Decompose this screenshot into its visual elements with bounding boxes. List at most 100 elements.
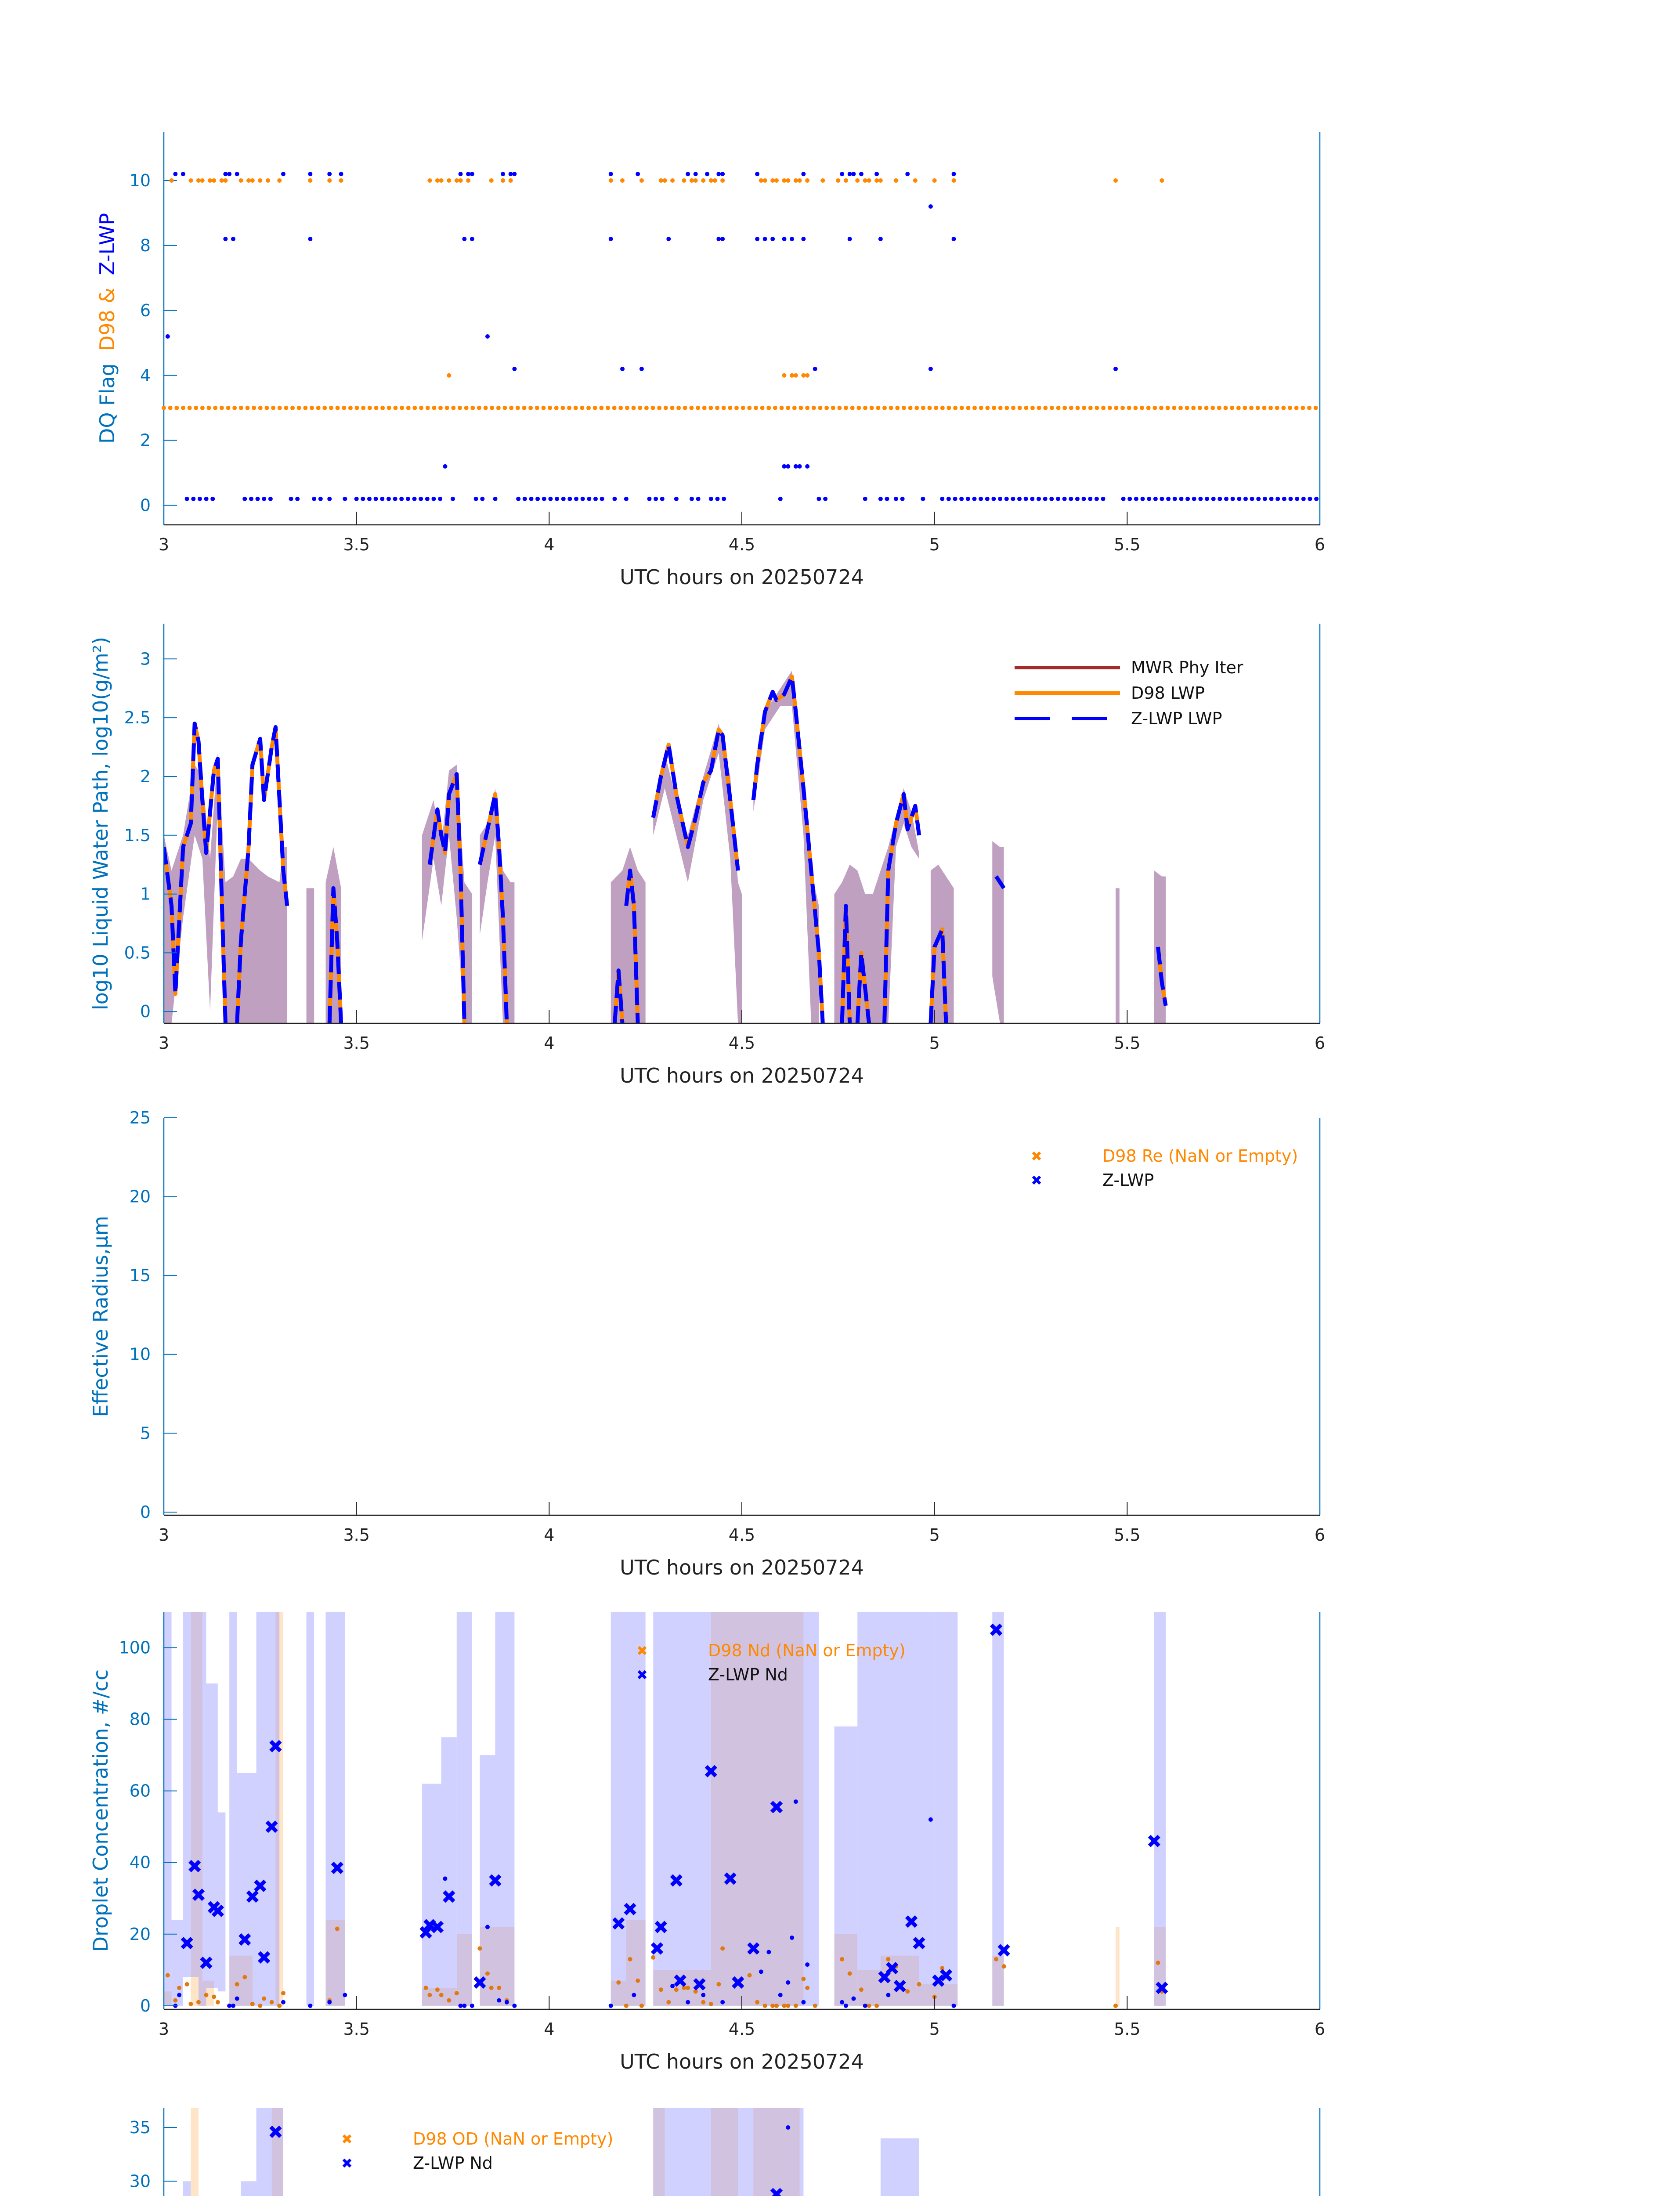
legend: D98 Nd (NaN or Empty) Z-LWP Nd [637,1641,906,1684]
zlwp-flag-point [965,496,970,501]
zlwp-point [990,1623,1003,1636]
zlwp-flag-point [1088,496,1093,501]
zlwp-flag-point [790,237,795,242]
zlwp-flag-point [847,237,852,242]
x-tick-label: 4 [544,1033,554,1053]
d98-point [277,2003,282,2008]
zlwp-uncertainty-band [1154,1612,1166,2006]
y-tick-label: 60 [130,1781,151,1801]
d98-flag-point [1095,405,1099,410]
d98-flag-point [863,405,868,410]
zlwp-flag-point [893,496,898,501]
d98-point [917,1982,921,1987]
zlwp-flag-point [696,496,701,501]
zlwp-flag-point [425,496,430,501]
zlwp-flag-point [847,172,852,177]
d98-point [335,1926,340,1931]
zlwp-flag-point [612,496,617,501]
d98-uncertainty-band [742,1612,773,2006]
zlwp-flag-point [308,237,313,242]
d98-flag-point [1088,405,1093,410]
legend-marker [637,1670,647,1680]
zlwp-point [443,1890,455,1903]
zlwp-uncertainty-band [934,1612,958,2006]
zlwp-flag-point [1230,496,1235,501]
zlwp-flag-point [1049,496,1054,501]
x-axis-label: UTC hours on 20250724 [620,565,864,589]
zlwp-point [246,1890,259,1903]
d98-flag-point [683,405,687,410]
zlwp-flag-point [801,237,806,242]
d98-flag-point [200,178,205,183]
zlwp-flag-point [972,496,977,501]
d98-flag-point [805,373,810,378]
d98-flag-point [444,405,449,410]
zlwp-point [265,1820,278,1833]
zlwp-point [1156,1981,1168,1994]
d98-flag-point [367,405,372,410]
d98-flag-point [1017,405,1022,410]
d98-flag-point [786,405,791,410]
d98-point [994,1957,999,1961]
zlwp-flag-point [716,172,721,177]
zlwp-flag-point [686,172,690,177]
zlwp-uncertainty-band [611,1612,638,2006]
legend-label: MWR Phy Iter [1131,658,1243,677]
zlwp-flag-point [242,496,247,501]
d98-flag-point [836,178,841,183]
d98-flag-point [212,178,217,183]
d98-point [212,1994,217,1999]
y-tick-label: 5 [140,1423,151,1443]
legend: MWR Phy Iter D98 LWP Z-LWP LWP [1015,658,1243,728]
d98-flag-point [895,405,900,410]
d98-point [720,1946,725,1951]
zlwp-flag-point [1282,496,1286,501]
d98-flag-point [831,405,835,410]
zlwp-point [257,1951,271,1964]
zlwp-flag-point [548,496,553,501]
zlwp-flag-point [608,172,613,177]
zlwp-flag-point [438,496,443,501]
d98-flag-point [708,405,713,410]
zlwp-point [878,1971,891,1983]
d98-flag-point [1011,405,1015,410]
zlwp-uncertainty-band [456,1612,472,2006]
zlwp-flag-point [312,496,317,501]
zlwp-uncertainty-band [229,1612,237,2006]
zlwp-flag-point [181,172,185,177]
d98-point [188,2001,193,2006]
d98-flag-point [169,178,174,183]
zlwp-flag-point [1275,496,1280,501]
d98-flag-point [1185,405,1189,410]
d98-point [793,2003,798,2008]
zlwp-flag-point [1075,496,1080,501]
d98-flag-point [715,405,720,410]
zlwp-flag-point [367,496,372,501]
d98-flag-point [457,405,462,410]
d98-flag-point [271,405,276,410]
d98-flag-point [720,178,725,183]
d98-flag-point [496,405,501,410]
d98-flag-point [762,178,767,183]
d98-flag-point [1133,405,1138,410]
d98-point [813,2003,817,2008]
x-tick-label: 5 [929,1033,940,1053]
d98-flag-point [605,405,610,410]
d98-flag-point [1049,405,1054,410]
zlwp-point [238,1933,251,1946]
d98-flag-point [824,405,829,410]
d98-flag-point [451,405,456,410]
d98-flag-point [432,405,437,410]
d98-flag-point [867,178,871,183]
zlwp-lwp-line [624,868,640,1023]
d98-flag-point [447,178,452,183]
d98-flag-point [1262,405,1267,410]
plot-area [183,2108,919,2196]
d98-flag-point [1268,405,1273,410]
d98-flag-point [670,178,675,183]
d98-flag-point [1301,405,1305,410]
zlwp-flag-point [755,237,760,242]
d98-flag-point [1153,405,1157,410]
d98-flag-point [567,405,572,410]
d98-flag-point [329,405,333,410]
